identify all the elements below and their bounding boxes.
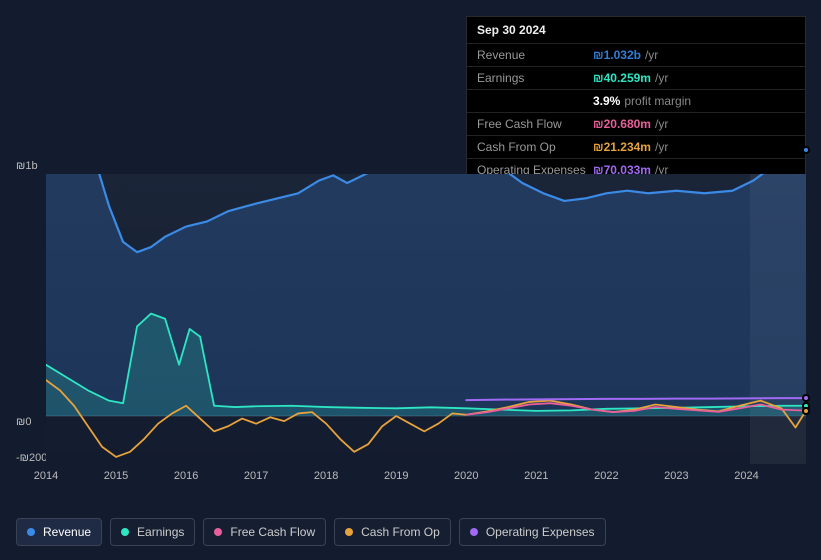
- y-axis-tick: ₪0: [16, 416, 31, 428]
- chart-legend: Revenue Earnings Free Cash Flow Cash From O…: [16, 518, 606, 546]
- x-axis-tick: 2022: [594, 470, 618, 482]
- tooltip-row-label: Earnings: [477, 71, 593, 85]
- tooltip-row: Earnings₪40.259m/yr: [467, 66, 805, 89]
- legend-swatch: [121, 528, 129, 536]
- x-axis-tick: 2019: [384, 470, 408, 482]
- x-axis-tick: 2017: [244, 470, 268, 482]
- tooltip-row-suffix: /yr: [655, 117, 668, 131]
- legend-swatch: [470, 528, 478, 536]
- tooltip-row-secondary: 3.9%profit margin: [467, 89, 805, 112]
- series-end-marker: [802, 146, 810, 154]
- legend-item-free-cash-flow[interactable]: Free Cash Flow: [203, 518, 326, 546]
- tooltip-row-value: ₪20.680m: [593, 117, 651, 131]
- tooltip-row-suffix: /yr: [655, 71, 668, 85]
- series-end-marker: [802, 407, 810, 415]
- tooltip-row-value: ₪21.234m: [593, 140, 651, 154]
- tooltip-row-label: Cash From Op: [477, 140, 593, 154]
- x-axis-tick: 2018: [314, 470, 338, 482]
- x-axis-tick: 2021: [524, 470, 548, 482]
- legend-label: Earnings: [137, 525, 184, 539]
- legend-label: Cash From Op: [361, 525, 440, 539]
- chart-svg: [46, 174, 806, 464]
- legend-item-revenue[interactable]: Revenue: [16, 518, 102, 546]
- tooltip-row-value: ₪40.259m: [593, 71, 651, 85]
- chart-plot-area[interactable]: [46, 174, 806, 464]
- data-tooltip: Sep 30 2024 Revenue₪1.032b/yrEarnings₪40…: [466, 16, 806, 182]
- y-axis-tick: ₪1b: [16, 160, 38, 172]
- x-axis-tick: 2015: [104, 470, 128, 482]
- legend-item-cash-from-op[interactable]: Cash From Op: [334, 518, 451, 546]
- legend-swatch: [345, 528, 353, 536]
- legend-item-operating-expenses[interactable]: Operating Expenses: [459, 518, 606, 546]
- tooltip-row-suffix: /yr: [655, 140, 668, 154]
- tooltip-date: Sep 30 2024: [467, 17, 805, 43]
- x-axis-tick: 2014: [34, 470, 58, 482]
- x-axis-tick: 2020: [454, 470, 478, 482]
- x-axis-tick: 2023: [664, 470, 688, 482]
- legend-swatch: [27, 528, 35, 536]
- tooltip-row-suffix: /yr: [645, 48, 658, 62]
- legend-label: Free Cash Flow: [230, 525, 315, 539]
- x-axis-tick: 2016: [174, 470, 198, 482]
- tooltip-row: Revenue₪1.032b/yr: [467, 43, 805, 66]
- tooltip-row-label: Revenue: [477, 48, 593, 62]
- tooltip-row-label: Free Cash Flow: [477, 117, 593, 131]
- x-axis-tick: 2024: [734, 470, 758, 482]
- legend-item-earnings[interactable]: Earnings: [110, 518, 195, 546]
- series-end-marker: [802, 394, 810, 402]
- legend-label: Operating Expenses: [486, 525, 595, 539]
- legend-label: Revenue: [43, 525, 91, 539]
- tooltip-row-value: ₪1.032b: [593, 48, 641, 62]
- legend-swatch: [214, 528, 222, 536]
- tooltip-row: Cash From Op₪21.234m/yr: [467, 135, 805, 158]
- tooltip-row: Free Cash Flow₪20.680m/yr: [467, 112, 805, 135]
